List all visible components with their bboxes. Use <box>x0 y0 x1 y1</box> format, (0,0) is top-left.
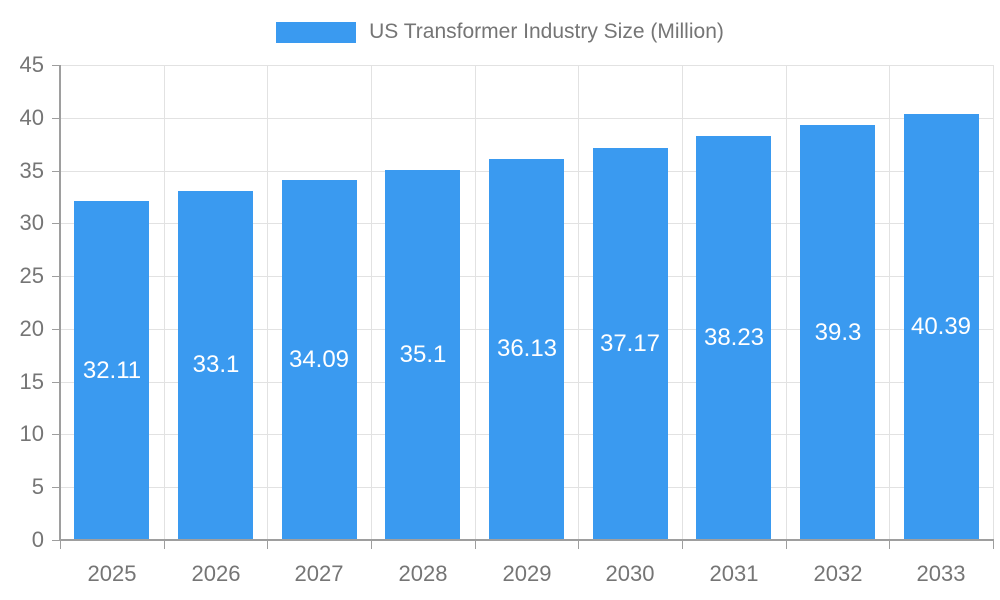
y-axis-label: 35 <box>19 158 44 183</box>
y-axis-label: 5 <box>31 474 44 499</box>
x-axis-tick <box>475 540 476 549</box>
y-axis-line <box>59 65 61 540</box>
x-axis-tick <box>267 540 268 549</box>
x-gridline <box>786 65 787 540</box>
x-gridline <box>993 65 994 540</box>
y-axis-tick <box>52 434 60 435</box>
bar-value-label: 34.09 <box>288 346 350 373</box>
x-gridline <box>889 65 890 540</box>
x-gridline <box>164 65 165 540</box>
y-axis-tick <box>52 65 60 66</box>
y-axis-label: 45 <box>19 52 44 77</box>
x-gridline <box>578 65 579 540</box>
x-axis-tick <box>786 540 787 549</box>
y-axis-tick <box>52 276 60 277</box>
x-axis-label: 2028 <box>398 561 448 586</box>
x-axis-tick <box>164 540 165 549</box>
x-axis-label: 2033 <box>916 561 966 586</box>
x-axis-label: 2031 <box>709 561 759 586</box>
legend-label: US Transformer Industry Size (Million) <box>369 20 724 43</box>
x-axis-tick <box>889 540 890 549</box>
y-axis-tick <box>52 171 60 172</box>
x-axis-label: 2025 <box>87 561 137 586</box>
y-axis-label: 15 <box>19 369 44 394</box>
legend-swatch-icon <box>276 21 357 43</box>
x-axis-tick <box>578 540 579 549</box>
bar-2032[interactable] <box>800 125 875 540</box>
x-axis-tick <box>682 540 683 549</box>
y-axis-tick <box>52 329 60 330</box>
bar-2031[interactable] <box>696 136 771 540</box>
y-axis-tick <box>52 118 60 119</box>
x-gridline <box>682 65 683 540</box>
x-axis-tick <box>60 540 61 549</box>
bar-value-label: 32.11 <box>82 357 142 384</box>
x-gridline <box>371 65 372 540</box>
y-axis-tick <box>52 382 60 383</box>
y-axis-tick <box>52 540 60 541</box>
x-axis-tick <box>371 540 372 549</box>
x-gridline <box>475 65 476 540</box>
y-axis-label: 20 <box>19 316 44 341</box>
bar-value-label: 36.13 <box>496 335 558 362</box>
x-axis-label: 2026 <box>191 561 241 586</box>
y-axis-tick <box>52 487 60 488</box>
y-axis-label: 0 <box>31 527 44 552</box>
bar-2030[interactable] <box>593 148 668 540</box>
legend-item[interactable]: US Transformer Industry Size (Million) <box>0 20 1000 44</box>
x-axis-label: 2030 <box>605 561 655 586</box>
x-axis-label: 2027 <box>294 561 344 586</box>
bar-2033[interactable] <box>904 114 979 540</box>
bar-2025[interactable] <box>74 201 149 540</box>
x-axis-label: 2032 <box>813 561 863 586</box>
bar-value-label: 35.1 <box>399 341 447 368</box>
bar-value-label: 39.3 <box>814 319 862 346</box>
y-axis-label: 25 <box>19 263 44 288</box>
y-gridline <box>60 65 993 66</box>
x-gridline <box>267 65 268 540</box>
y-axis-label: 40 <box>19 105 44 130</box>
bar-2027[interactable] <box>282 180 357 540</box>
x-axis-line <box>59 539 994 541</box>
y-axis-tick <box>52 223 60 224</box>
bar-2026[interactable] <box>178 191 253 540</box>
x-axis-label: 2029 <box>502 561 552 586</box>
bar-value-label: 37.17 <box>599 330 661 357</box>
bar-2029[interactable] <box>489 159 564 540</box>
y-axis-label: 30 <box>19 210 44 235</box>
bar-2028[interactable] <box>385 170 460 541</box>
bar-value-label: 40.39 <box>910 313 972 340</box>
y-axis-label: 10 <box>19 421 44 446</box>
y-gridline <box>60 118 993 119</box>
bar-value-label: 33.1 <box>192 351 240 378</box>
bar-value-label: 38.23 <box>703 324 765 351</box>
x-axis-tick <box>993 540 994 549</box>
